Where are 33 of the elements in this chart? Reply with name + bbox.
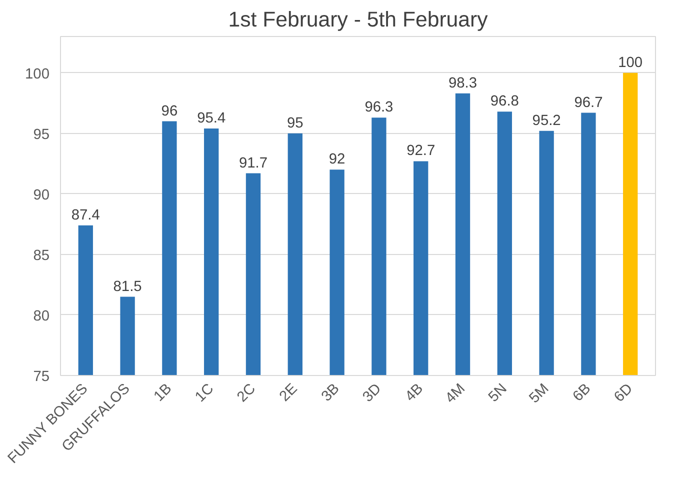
data-label: 91.7 bbox=[238, 155, 268, 172]
data-label: 98.3 bbox=[448, 75, 478, 92]
data-label: 92 bbox=[328, 152, 346, 168]
y-tick-label: 90 bbox=[33, 187, 50, 204]
data-label: 87.4 bbox=[71, 207, 100, 224]
data-label: 81.5 bbox=[113, 278, 142, 295]
chart-title: 1st February - 5th February bbox=[228, 8, 488, 32]
x-tick-label: 6D bbox=[611, 380, 636, 406]
data-label: 96.7 bbox=[574, 94, 603, 111]
x-tick-label: 4B bbox=[402, 380, 427, 405]
y-tick-label: 75 bbox=[33, 369, 50, 385]
x-tick-label: 4M bbox=[442, 380, 468, 407]
x-tick-label: 1C bbox=[192, 380, 218, 406]
y-tick-label: 100 bbox=[25, 66, 50, 82]
x-tick-label: 5M bbox=[526, 380, 552, 407]
x-tick-label: 6B bbox=[570, 380, 594, 405]
data-label: 92.7 bbox=[406, 143, 436, 160]
x-tick-label: 2C bbox=[234, 380, 260, 406]
data-label: 95 bbox=[286, 115, 304, 132]
x-tick-label: 5N bbox=[486, 380, 510, 406]
data-label: 96.3 bbox=[364, 100, 394, 116]
x-tick-label: 3B bbox=[318, 380, 343, 405]
x-tick-label: 3D bbox=[360, 380, 385, 406]
y-tick-label: 80 bbox=[33, 308, 50, 324]
data-label: 96 bbox=[161, 103, 178, 120]
data-label: 100 bbox=[618, 54, 643, 71]
y-tick-label: 85 bbox=[33, 248, 50, 264]
data-label: 96.8 bbox=[490, 94, 519, 110]
y-tick-label: 95 bbox=[33, 126, 50, 143]
data-label: 95.4 bbox=[197, 110, 226, 127]
data-label: 95.2 bbox=[532, 112, 561, 129]
x-tick-label: 2E bbox=[276, 380, 301, 405]
x-tick-label: 1B bbox=[151, 380, 176, 405]
